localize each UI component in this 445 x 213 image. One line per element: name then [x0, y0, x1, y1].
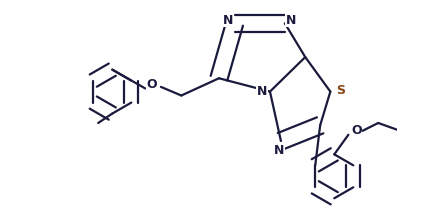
- Text: N: N: [286, 14, 296, 27]
- Text: S: S: [336, 83, 345, 96]
- Text: O: O: [351, 124, 361, 137]
- Text: N: N: [274, 144, 284, 157]
- Text: N: N: [223, 14, 234, 27]
- Text: O: O: [146, 78, 157, 91]
- Text: N: N: [257, 85, 267, 98]
